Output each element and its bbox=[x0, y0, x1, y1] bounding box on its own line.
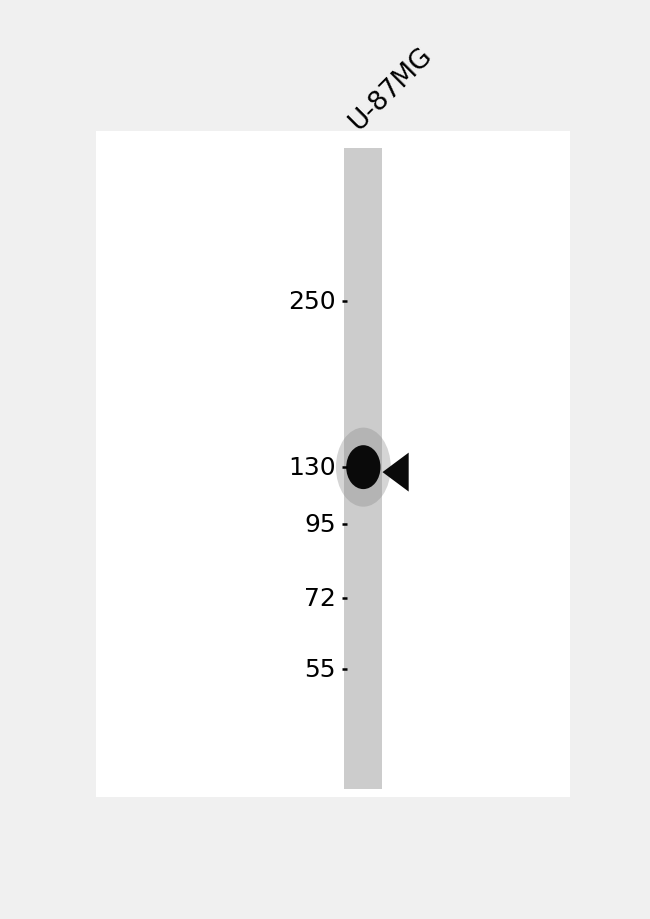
Text: 95: 95 bbox=[304, 512, 335, 536]
Polygon shape bbox=[382, 453, 409, 492]
Text: U-87MG: U-87MG bbox=[345, 42, 438, 135]
Ellipse shape bbox=[346, 446, 380, 490]
Text: 250: 250 bbox=[288, 289, 335, 313]
Ellipse shape bbox=[336, 428, 391, 507]
Text: 55: 55 bbox=[304, 657, 335, 681]
Text: 72: 72 bbox=[304, 586, 335, 610]
Text: 130: 130 bbox=[288, 456, 335, 480]
Bar bbox=[344, 149, 382, 789]
